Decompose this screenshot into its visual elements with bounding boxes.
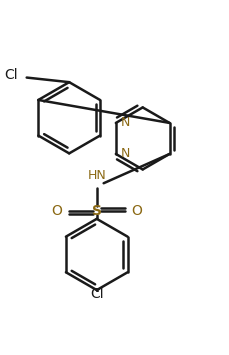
Text: HN: HN: [87, 169, 106, 182]
Text: Cl: Cl: [4, 68, 17, 82]
Text: N: N: [120, 116, 129, 130]
Text: Cl: Cl: [90, 286, 103, 301]
Text: O: O: [131, 204, 142, 218]
Text: N: N: [120, 147, 129, 160]
Text: S: S: [91, 204, 101, 218]
Text: O: O: [51, 204, 62, 218]
